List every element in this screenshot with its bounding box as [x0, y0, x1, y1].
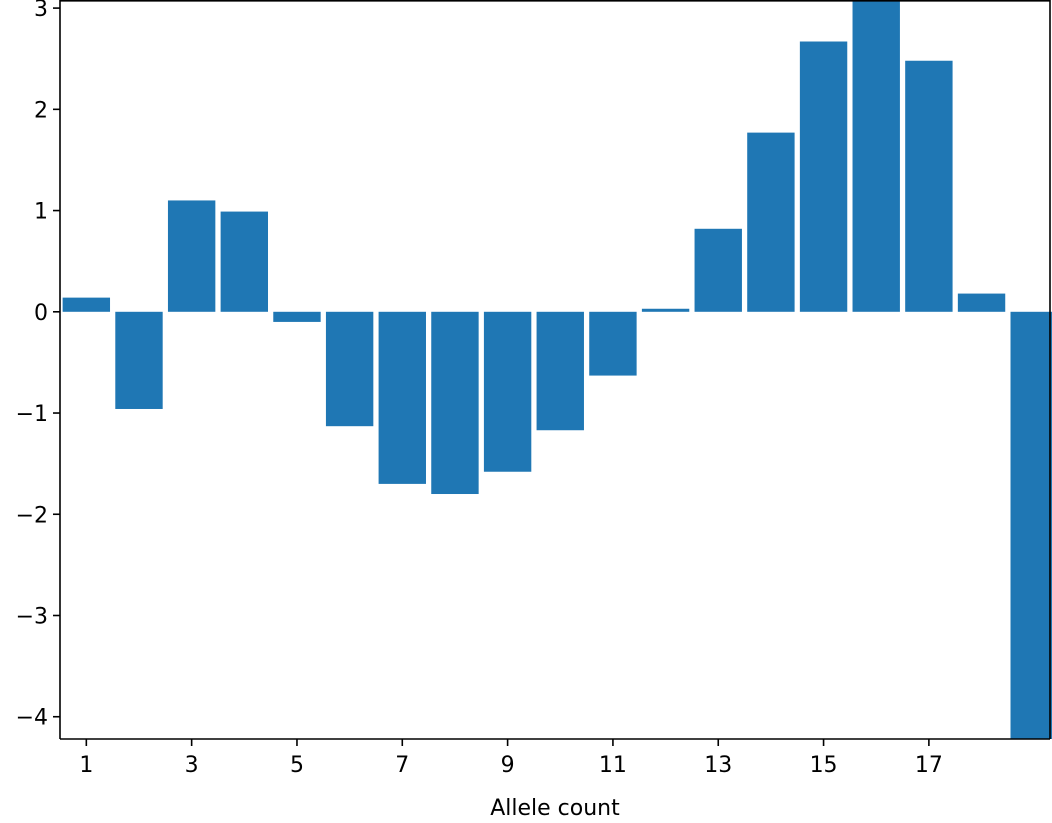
bar-8 — [431, 311, 479, 495]
bar-12 — [641, 308, 690, 312]
x-tick-label: 15 — [810, 753, 838, 778]
x-tick-label: 7 — [395, 753, 409, 778]
bar-19 — [1010, 311, 1052, 739]
x-tick-label: 3 — [185, 753, 199, 778]
x-tick-label: 5 — [290, 753, 304, 778]
x-tick-label: 9 — [501, 753, 515, 778]
bar-4 — [220, 211, 269, 312]
bar-3 — [167, 200, 216, 312]
x-axis-ticks: 1 3 5 7 9 11 13 15 17 — [79, 739, 943, 778]
y-axis-ticks: −4 −3 −2 −1 0 1 2 3 — [16, 0, 60, 731]
bar-6 — [325, 311, 374, 427]
bar-17 — [905, 60, 953, 312]
y-tick-label: 0 — [34, 301, 48, 326]
bar-9 — [483, 311, 532, 472]
y-tick-label: −4 — [16, 706, 48, 731]
bar-10 — [536, 311, 584, 431]
y-tick-label: 2 — [34, 98, 48, 123]
bar-14 — [747, 132, 795, 312]
bar-18 — [957, 293, 1006, 312]
x-axis-label: Allele count — [490, 796, 620, 821]
bar-15 — [799, 41, 848, 312]
bar-5 — [273, 311, 321, 322]
bars — [62, 0, 1052, 739]
y-tick-label: 1 — [34, 200, 48, 225]
y-tick-label: −2 — [16, 503, 48, 528]
bar-11 — [589, 311, 637, 376]
bar-16 — [852, 0, 900, 312]
bar-1 — [62, 297, 111, 312]
x-tick-label: 11 — [599, 753, 627, 778]
bar-13 — [694, 228, 742, 312]
bar-7 — [378, 311, 426, 484]
x-tick-label: 1 — [79, 753, 93, 778]
x-tick-label: 17 — [915, 753, 943, 778]
y-tick-label: 3 — [34, 0, 48, 22]
x-tick-label: 13 — [704, 753, 732, 778]
y-tick-label: −1 — [16, 402, 48, 427]
y-tick-label: −3 — [16, 604, 48, 629]
bar-2 — [115, 311, 163, 409]
